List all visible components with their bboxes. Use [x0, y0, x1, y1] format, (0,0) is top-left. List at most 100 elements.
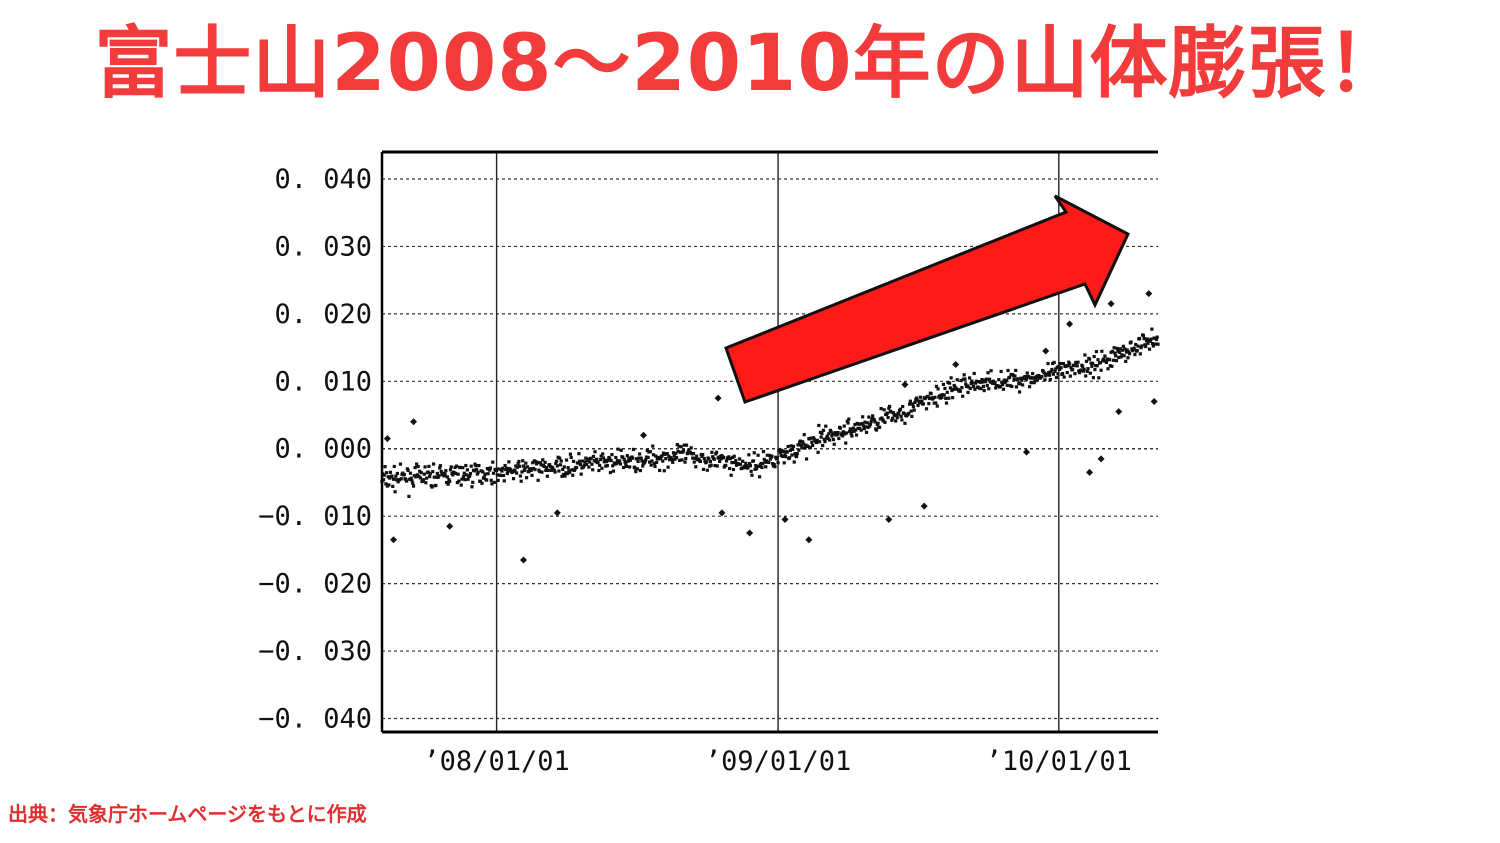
- data-point: [730, 461, 734, 465]
- data-point: [495, 473, 499, 477]
- data-point: [554, 459, 559, 463]
- data-point: [1090, 364, 1094, 368]
- data-point: [912, 408, 916, 412]
- data-point: [517, 459, 521, 464]
- data-point: [454, 471, 458, 476]
- data-point: [863, 420, 867, 424]
- data-point: [395, 478, 399, 482]
- data-point: [1081, 369, 1085, 373]
- data-point: [673, 457, 677, 461]
- data-point: [651, 453, 656, 457]
- data-point: [405, 479, 409, 483]
- data-point: [496, 478, 500, 483]
- data-point: [448, 479, 452, 484]
- data-point: [828, 438, 832, 442]
- data-point: [775, 456, 779, 460]
- data-point: [504, 466, 509, 470]
- rising-trend-arrow: [724, 194, 1130, 404]
- data-point: [458, 465, 463, 469]
- data-point: [505, 471, 509, 476]
- data-point: [860, 421, 864, 426]
- data-point: [660, 454, 664, 458]
- data-point: [468, 474, 472, 478]
- data-point: [571, 459, 576, 463]
- data-point: [1141, 333, 1145, 337]
- data-point: [1000, 380, 1004, 385]
- y-tick-label: 0. 020: [274, 299, 372, 330]
- data-point: [1032, 381, 1036, 385]
- data-point: [846, 421, 850, 425]
- data-point: [991, 379, 996, 383]
- data-point: [897, 412, 901, 416]
- data-point: [385, 471, 389, 475]
- data-point: [1049, 370, 1053, 374]
- data-point: [507, 460, 511, 464]
- data-point: [1087, 357, 1092, 361]
- data-point: [442, 474, 446, 478]
- outlier-point: [746, 529, 754, 537]
- data-point: [877, 425, 882, 429]
- data-point: [733, 460, 737, 465]
- data-point: [1007, 375, 1012, 379]
- data-point: [689, 446, 693, 450]
- data-point: [982, 388, 986, 393]
- data-point: [1067, 362, 1072, 366]
- data-point: [935, 404, 939, 408]
- data-point: [1119, 355, 1123, 359]
- data-point: [961, 394, 965, 398]
- data-point: [1094, 350, 1099, 354]
- data-point: [421, 478, 426, 482]
- data-point: [544, 468, 548, 472]
- data-point: [712, 457, 716, 461]
- data-point: [844, 431, 849, 435]
- data-point: [907, 402, 912, 406]
- data-point: [752, 451, 756, 455]
- data-point: [1062, 375, 1066, 379]
- data-point: [964, 382, 968, 386]
- data-point: [482, 475, 486, 479]
- data-point: [1123, 347, 1127, 351]
- data-point: [623, 460, 627, 464]
- data-point: [529, 468, 533, 472]
- data-point: [569, 455, 573, 459]
- data-point: [1054, 375, 1059, 380]
- data-point: [971, 381, 975, 385]
- data-point: [518, 464, 522, 468]
- outlier-point: [639, 431, 647, 439]
- data-point: [639, 456, 643, 460]
- data-point: [540, 470, 544, 474]
- data-point: [738, 462, 742, 466]
- data-point: [654, 454, 658, 458]
- data-point: [1124, 359, 1128, 363]
- data-point: [654, 460, 659, 465]
- data-point: [437, 474, 441, 478]
- data-point: [997, 378, 1001, 382]
- data-point: [409, 476, 413, 480]
- data-point: [448, 468, 453, 472]
- data-point: [541, 458, 545, 462]
- data-point: [553, 470, 557, 474]
- data-point: [1100, 349, 1104, 353]
- data-point: [1085, 369, 1089, 373]
- data-point: [821, 428, 826, 432]
- data-point: [902, 411, 906, 416]
- data-point: [979, 386, 983, 391]
- data-point: [419, 471, 423, 475]
- data-point: [1073, 372, 1077, 376]
- data-point: [464, 473, 469, 477]
- data-point: [700, 454, 704, 458]
- data-point: [1031, 376, 1036, 380]
- data-point: [488, 468, 492, 472]
- data-point: [1121, 348, 1125, 352]
- data-point: [571, 473, 575, 477]
- data-point: [811, 443, 815, 448]
- data-point: [895, 416, 899, 420]
- data-point: [719, 457, 723, 461]
- data-point: [785, 450, 789, 454]
- data-point: [474, 468, 479, 472]
- data-point: [634, 469, 638, 474]
- x-tick-label: ’09/01/01: [705, 746, 851, 777]
- outlier-point: [1086, 468, 1094, 476]
- data-point: [558, 456, 562, 460]
- data-point: [530, 473, 534, 477]
